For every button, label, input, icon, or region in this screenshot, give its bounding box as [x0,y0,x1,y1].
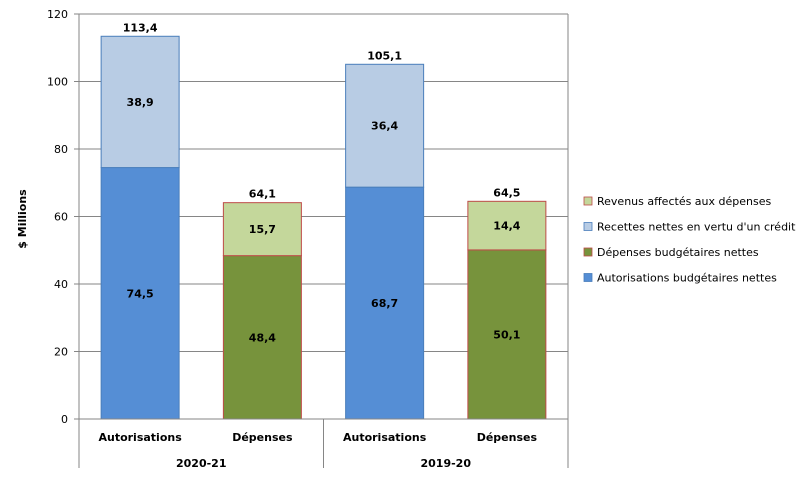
y-tick-label: 0 [61,413,68,426]
y-tick-label: 40 [54,278,68,291]
legend-swatch [583,196,593,206]
category-label: Autorisations [98,431,182,444]
segment-value-label: 36,4 [371,120,398,133]
bar-segment [467,200,547,251]
y-tick-label: 120 [47,8,68,21]
bar-segment [345,63,425,188]
y-tick-label: 20 [54,346,68,359]
bar-segment [345,186,425,420]
category-label: Autorisations [343,431,427,444]
bars: 74,5 38,9 113,4 48,4 15,7 64,1 68,7 36,4 105,1 50… [100,21,547,420]
segment-value-label: 15,7 [249,223,276,236]
y-tick-label: 60 [54,211,68,224]
x-axis: Autorisations Dépenses 2020-21 Autorisation… [79,418,569,470]
y-axis-title: $ Millions [16,189,29,249]
category-label: Dépenses [232,431,293,444]
segment-value-label: 74,5 [127,287,154,300]
bar-segment [222,202,302,257]
y-tick-label: 100 [47,76,68,89]
bar-total-label: 64,5 [493,186,520,199]
category-label: Dépenses [477,431,538,444]
segment-value-label: 38,9 [127,96,154,109]
segment-value-label: 48,4 [249,331,276,344]
segment-value-label: 14,4 [493,220,520,233]
group-label: 2019-20 [421,457,472,470]
legend-swatch [583,273,593,282]
legend-swatch [583,222,593,231]
group-label: 2020-21 [176,457,227,470]
legend-label: Dépenses budgétaires nettes [597,246,759,259]
segment-value-label: 50,1 [493,328,520,341]
segment-value-label: 68,7 [371,297,398,310]
legend: Revenus affectés aux dépenses Recettes ne… [583,195,796,285]
bar-segment [100,35,180,169]
bar-segment [222,255,302,420]
y-tick-label: 80 [54,143,68,156]
legend-label: Recettes nettes en vertu d'un crédit [597,221,796,234]
legend-label: Autorisations budgétaires nettes [597,272,777,285]
legend-swatch [583,247,593,257]
bar-segment [100,167,180,420]
bar-total-label: 64,1 [249,188,276,201]
bar-total-label: 113,4 [123,21,158,34]
y-axis: 0 20 40 60 80 100 120 [47,8,80,468]
bar-total-label: 105,1 [367,49,402,62]
legend-label: Revenus affectés aux dépenses [597,195,771,208]
